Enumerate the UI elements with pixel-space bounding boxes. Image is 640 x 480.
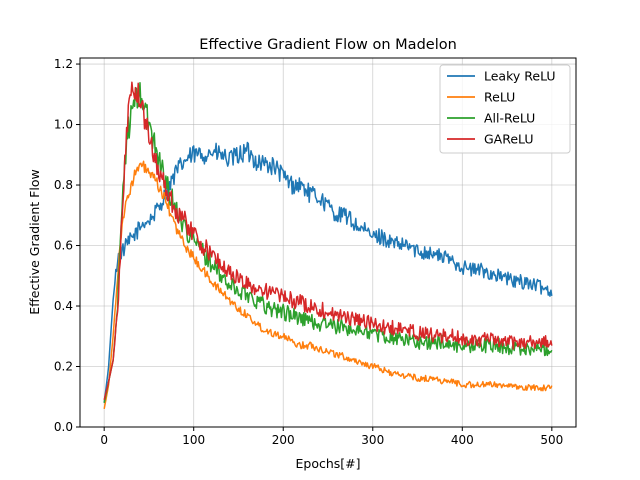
x-axis-label: Epochs[#] [295, 456, 360, 471]
y-tick-label: 0.0 [54, 420, 73, 434]
legend-label: Leaky ReLU [484, 69, 556, 84]
y-tick-label: 1.2 [54, 57, 73, 71]
legend-label: ReLU [484, 90, 515, 105]
series-layer [103, 81, 553, 410]
chart-title: Effective Gradient Flow on Madelon [199, 37, 457, 53]
x-tick-label: 400 [451, 433, 474, 447]
legend-label: GAReLU [484, 132, 534, 147]
x-tick-label: 500 [540, 433, 563, 447]
y-axis-ticks: 0.0 0.2 0.4 0.6 0.8 1.0 1.2 [54, 57, 80, 434]
y-tick-label: 0.4 [54, 299, 73, 313]
x-tick-label: 300 [361, 433, 384, 447]
plot-frame [79, 57, 577, 428]
y-tick-label: 1.0 [54, 118, 73, 132]
y-tick-label: 0.2 [54, 360, 73, 374]
x-axis-ticks: 0 100 200 300 400 500 [100, 427, 563, 447]
legend: Leaky ReLU ReLU All-ReLU GAReLU [439, 64, 571, 154]
series-line-leaky-relu [103, 141, 553, 403]
x-tick-label: 0 [100, 433, 108, 447]
legend-label: All-ReLU [484, 111, 535, 126]
x-tick-label: 200 [272, 433, 295, 447]
y-axis-label: Effective Gradient Flow [27, 169, 42, 314]
grid [80, 58, 576, 428]
y-tick-label: 0.8 [54, 178, 73, 192]
x-tick-label: 100 [182, 433, 205, 447]
series-line-garelu [103, 81, 553, 400]
y-tick-label: 0.6 [54, 239, 73, 253]
legend-box [439, 64, 571, 154]
series-line-relu [103, 160, 553, 410]
